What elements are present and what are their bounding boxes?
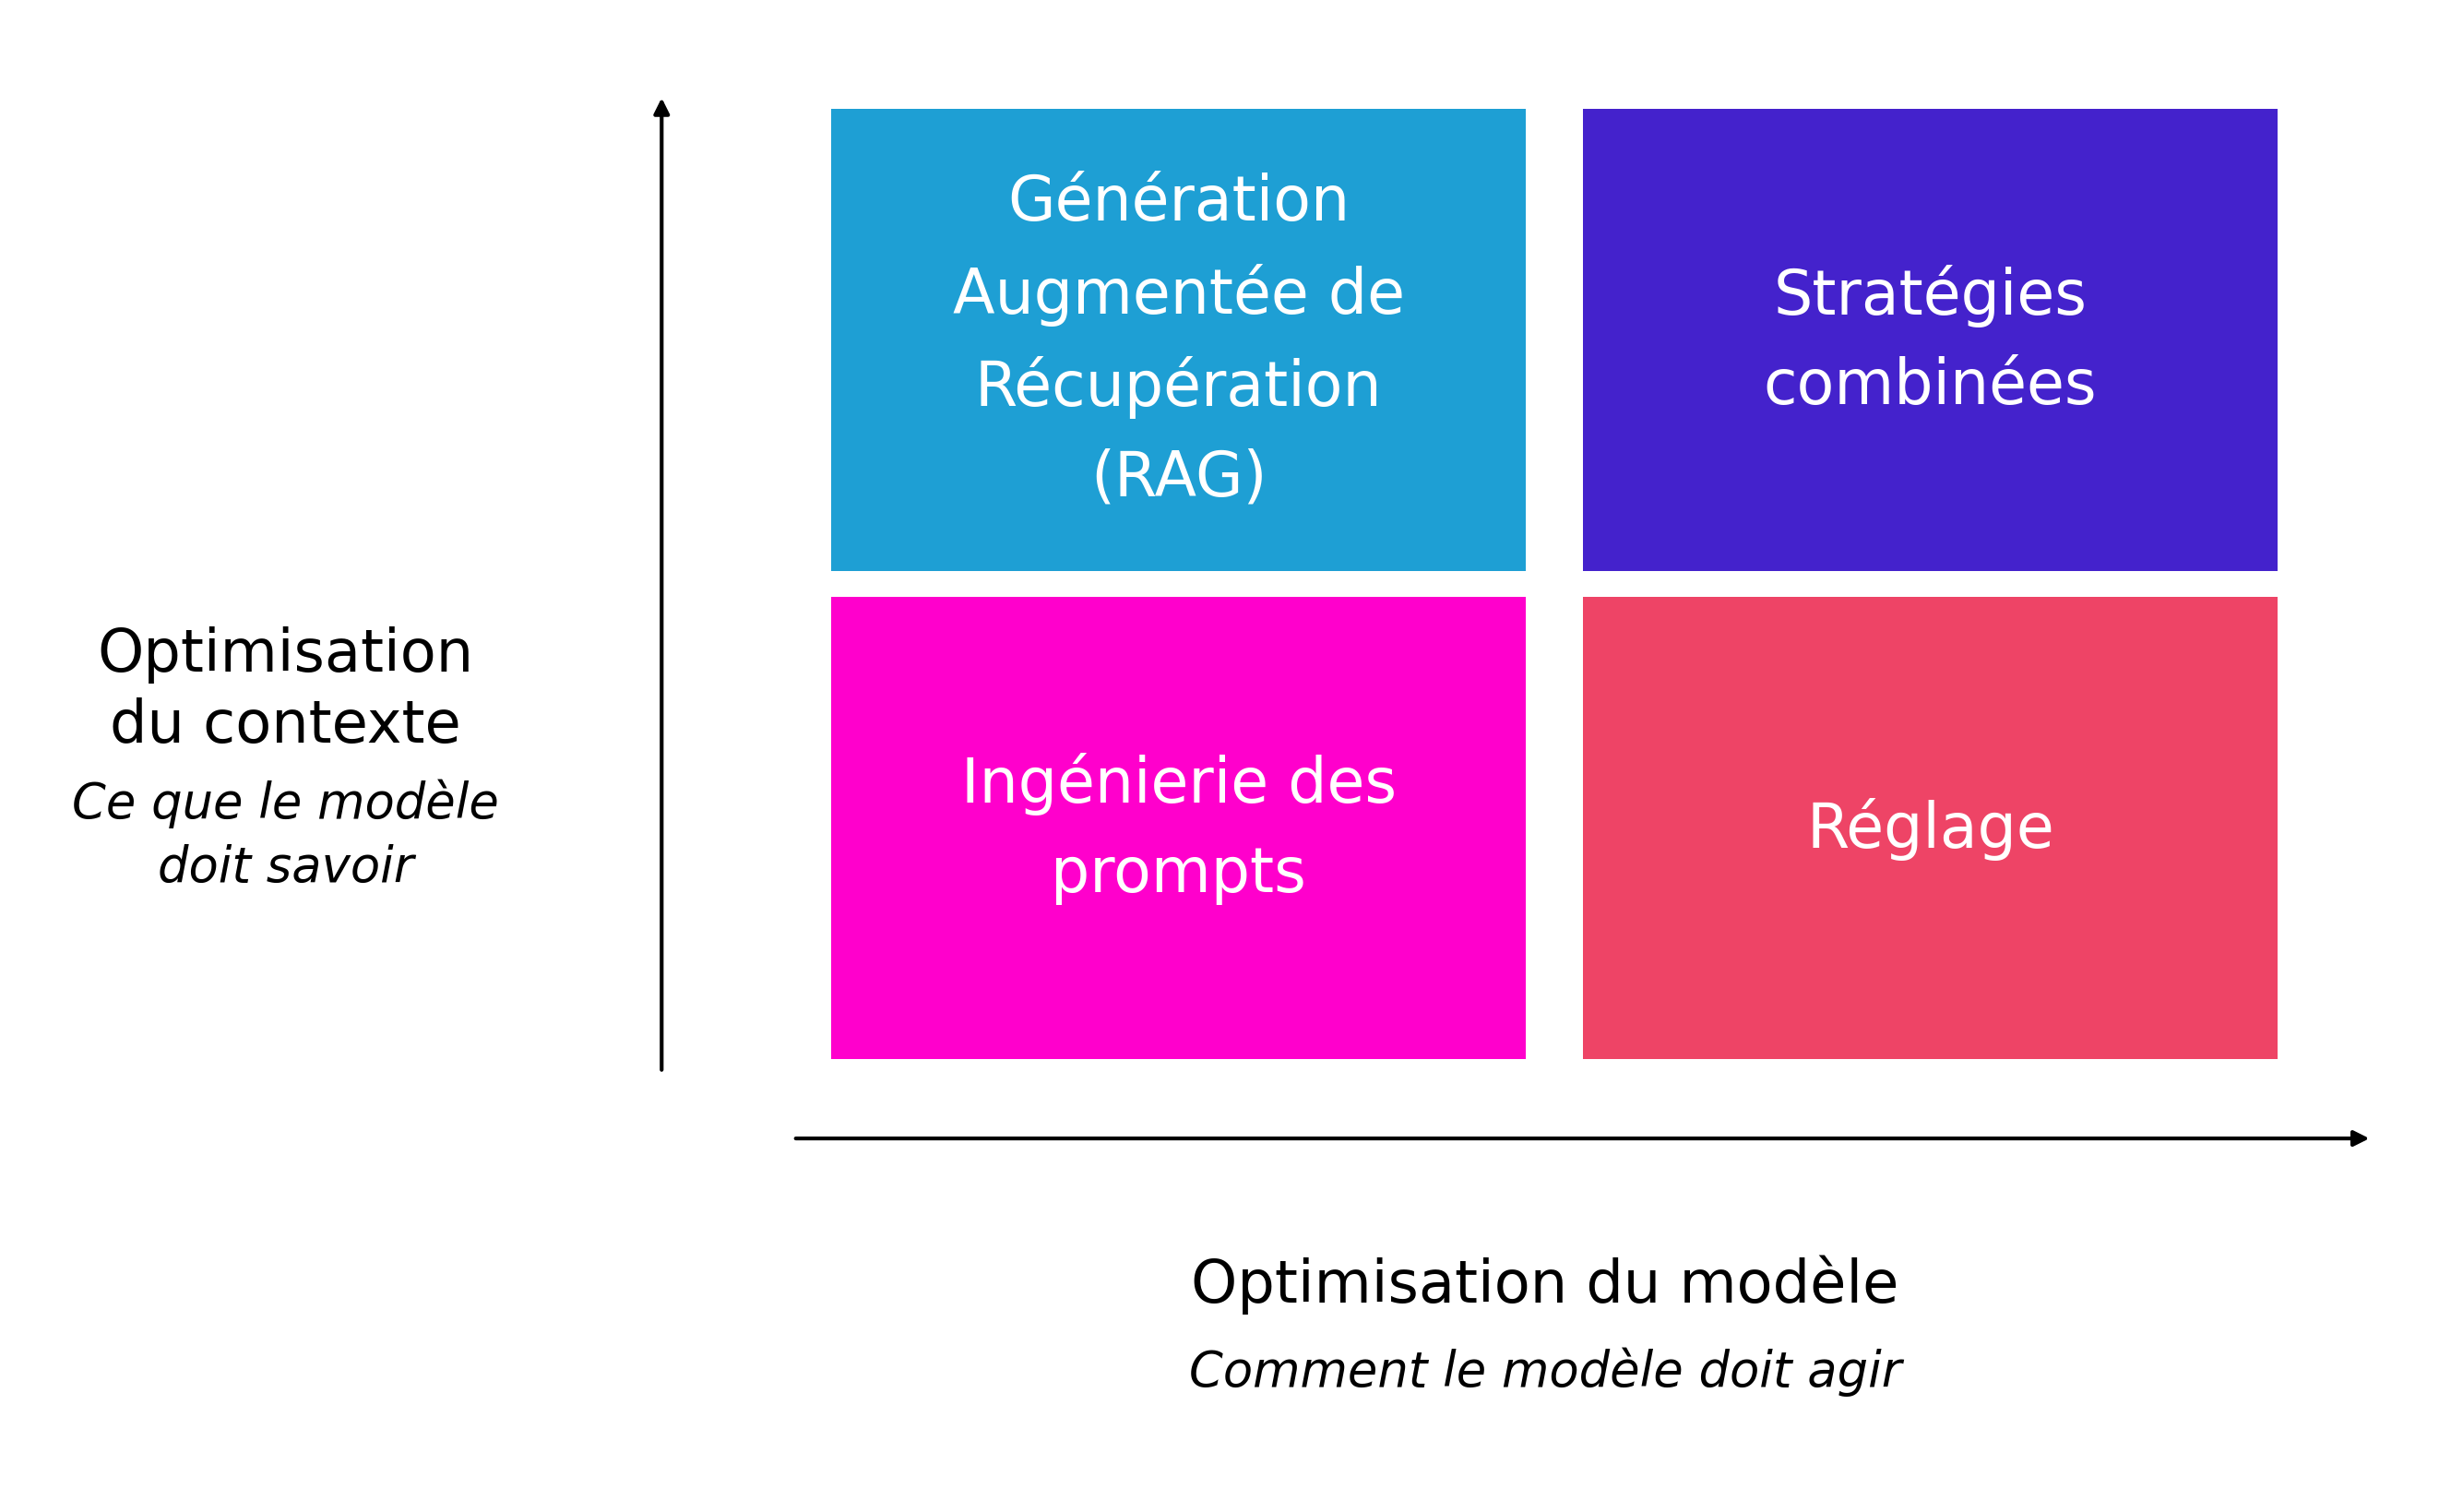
- FancyBboxPatch shape: [831, 597, 1527, 1060]
- Text: Réglage: Réglage: [1806, 797, 2054, 860]
- FancyBboxPatch shape: [831, 109, 1527, 572]
- Text: Optimisation
du contexte: Optimisation du contexte: [98, 626, 473, 754]
- Text: Ce que le modèle
doit savoir: Ce que le modèle doit savoir: [71, 779, 500, 892]
- Text: Génération
Augmentée de
Récupération
(RAG): Génération Augmentée de Récupération (RA…: [953, 172, 1404, 508]
- Text: Optimisation du modèle: Optimisation du modèle: [1191, 1253, 1900, 1314]
- Text: Ingénierie des
prompts: Ingénierie des prompts: [961, 753, 1397, 904]
- Text: Comment le modèle doit agir: Comment le modèle doit agir: [1189, 1346, 1902, 1396]
- Text: Stratégies
combinées: Stratégies combinées: [1765, 265, 2098, 416]
- FancyBboxPatch shape: [1583, 109, 2277, 572]
- FancyBboxPatch shape: [1583, 597, 2277, 1060]
